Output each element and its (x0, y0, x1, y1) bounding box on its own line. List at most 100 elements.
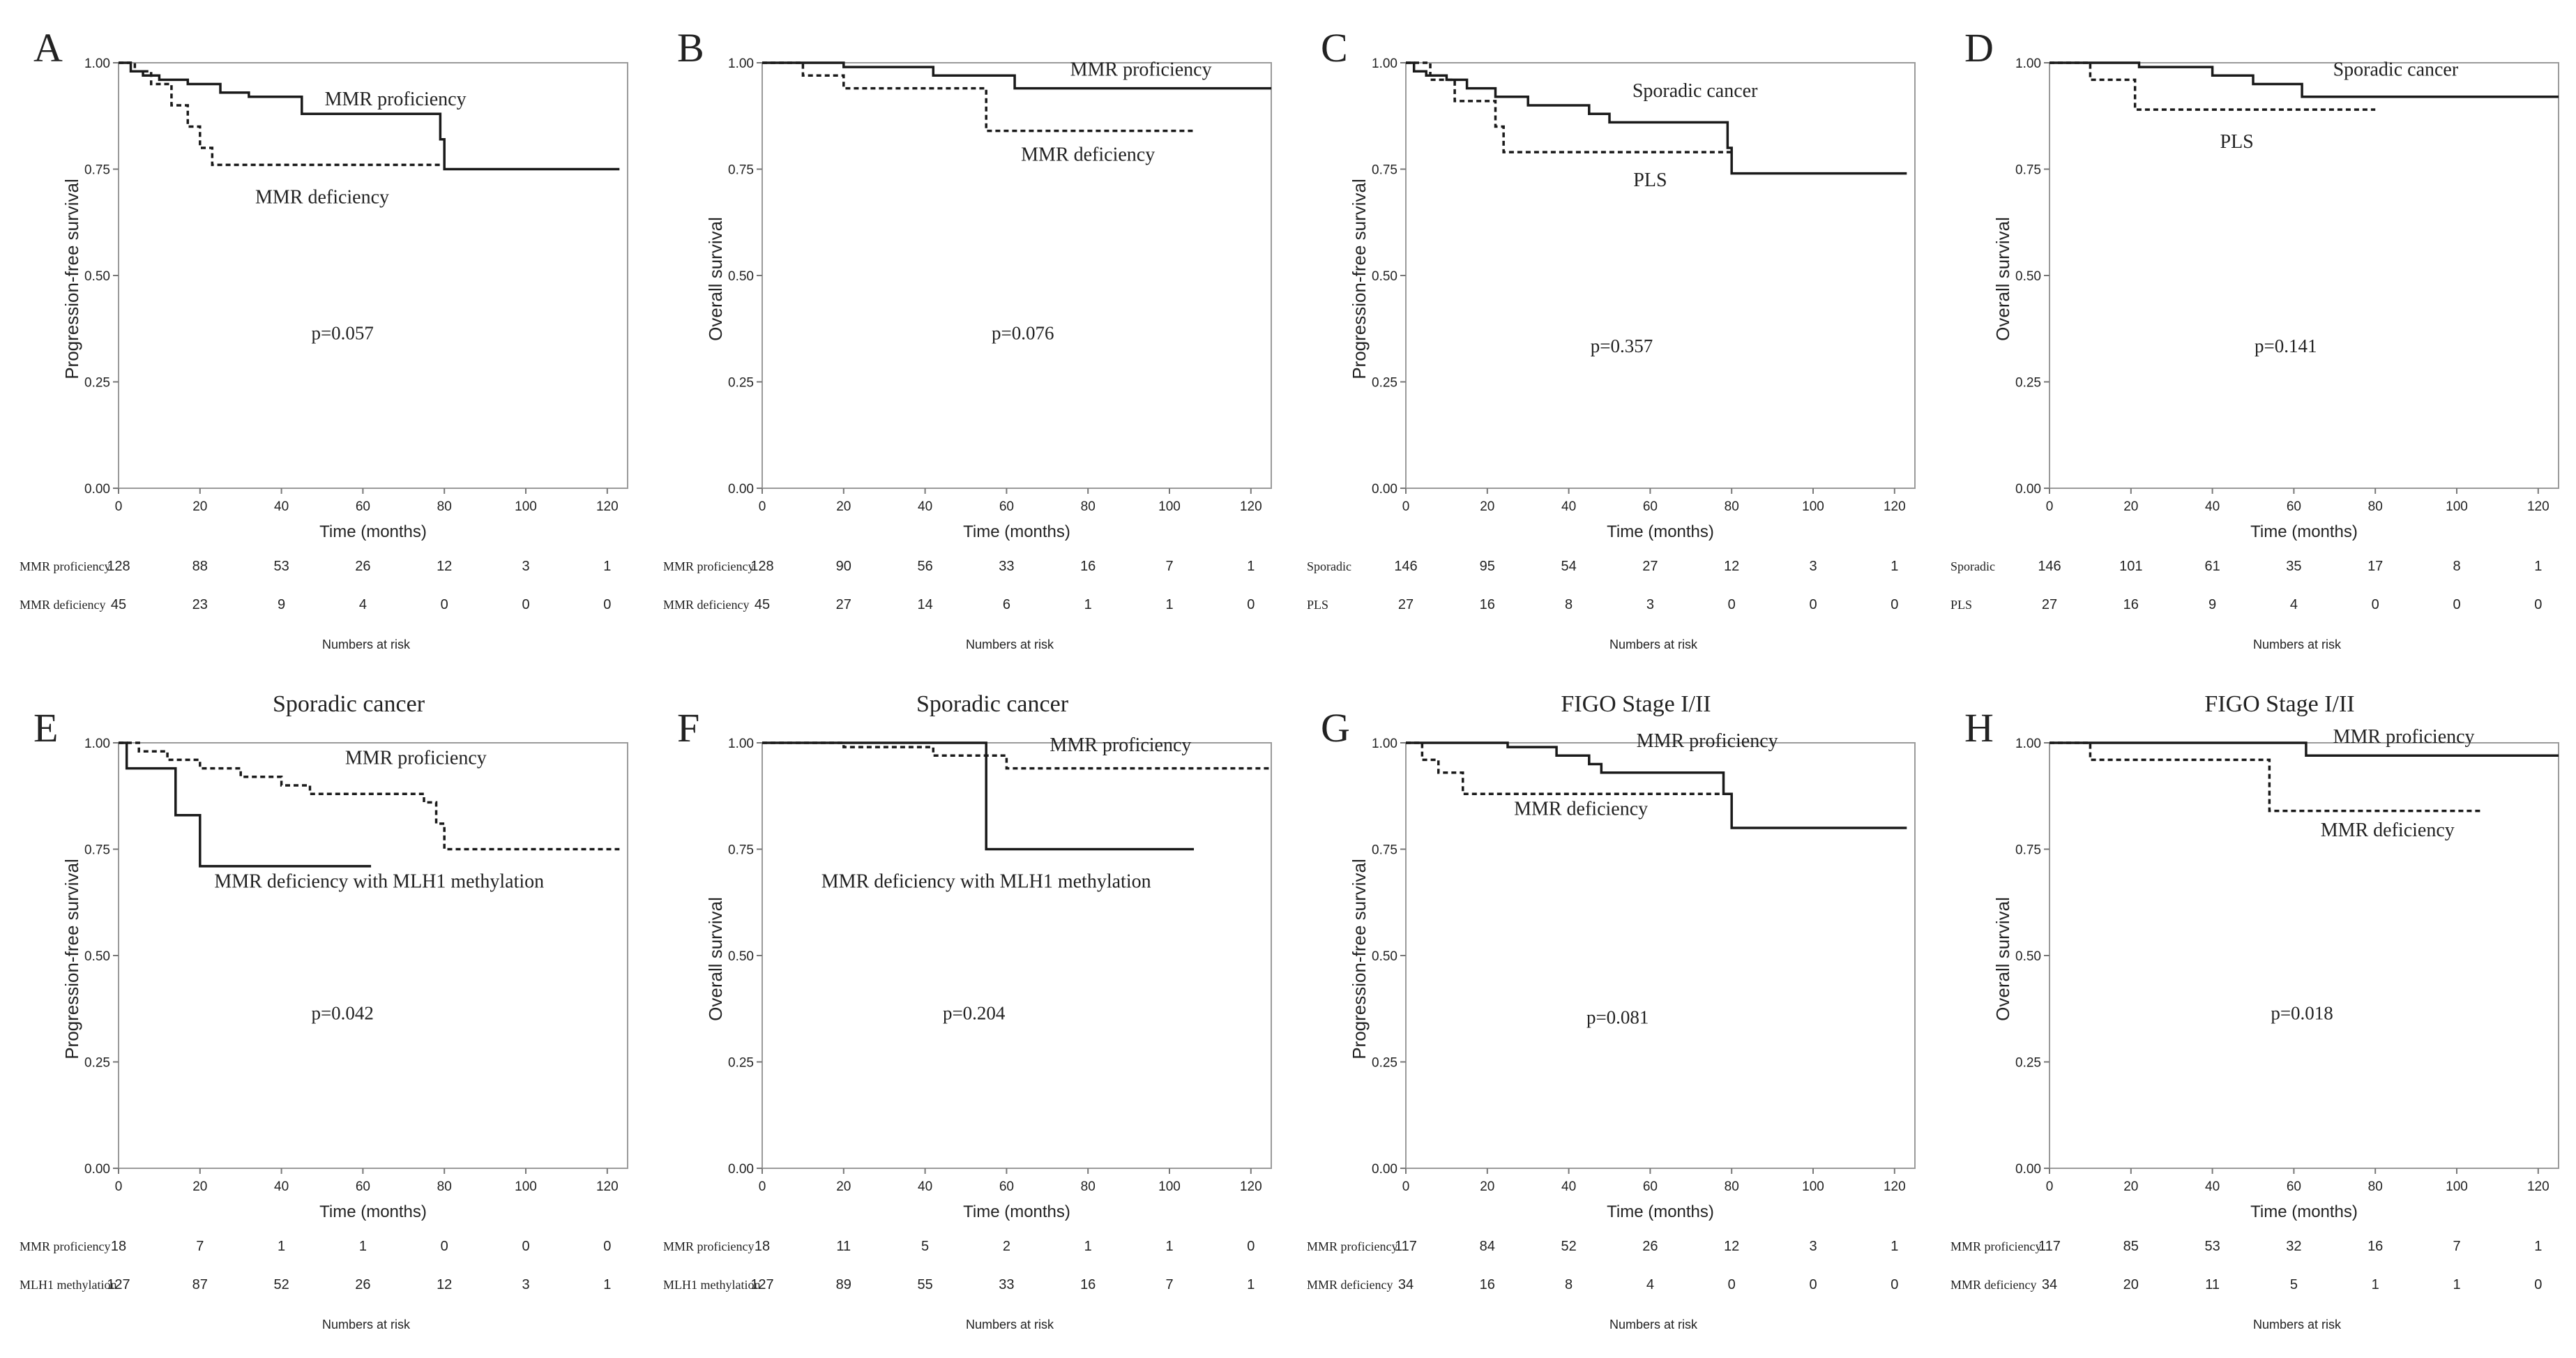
risk-count: 8 (1565, 1277, 1573, 1292)
risk-count: 1 (2453, 1277, 2460, 1292)
x-axis-label: Time (months) (1607, 1202, 1714, 1221)
survival-curve-1 (2050, 61, 2559, 98)
risk-count: 0 (441, 1239, 448, 1254)
x-tick-label: 120 (2527, 499, 2550, 514)
risk-count: 1 (359, 1239, 367, 1254)
x-tick-label: 80 (2368, 1179, 2383, 1194)
risk-count: 52 (1561, 1239, 1576, 1254)
y-tick-label: 0.50 (84, 949, 110, 964)
risk-count: 0 (2534, 597, 2542, 612)
plot-frame (1405, 62, 1916, 489)
x-tick-label: 80 (437, 499, 452, 514)
x-tick-label: 120 (1240, 1179, 1262, 1194)
plot-frame (762, 742, 1272, 1169)
x-tick-label: 60 (356, 499, 370, 514)
x-tick-label: 0 (115, 499, 123, 514)
x-tick-label: 20 (1480, 499, 1494, 514)
risk-count: 12 (1724, 559, 1739, 574)
risk-table-title: Numbers at risk (1609, 1318, 1698, 1331)
risk-count: 0 (1247, 1239, 1255, 1254)
x-tick-label: 120 (1884, 1179, 1906, 1194)
panel-letter: A (33, 25, 63, 70)
risk-count: 117 (2038, 1239, 2061, 1254)
x-tick-label: 0 (1402, 499, 1410, 514)
y-tick-label: 0.75 (84, 843, 110, 858)
risk-count: 0 (522, 1239, 529, 1254)
y-axis-label: Overall survival (1992, 217, 2013, 341)
x-tick-label: 100 (1158, 1179, 1181, 1194)
curve-label: MMR deficiency (255, 186, 389, 208)
risk-count: 128 (107, 559, 130, 574)
y-tick-label: 0.50 (2015, 269, 2041, 284)
risk-count: 26 (1642, 1239, 1658, 1254)
y-tick-label: 0.25 (2015, 376, 2041, 391)
risk-table-title: Numbers at risk (966, 637, 1054, 651)
panel-g: G FIGO Stage I/II 0.00 0.25 0.50 0.75 1.00 0 20 4… (1307, 691, 1916, 1331)
curve-label: MMR proficiency (1050, 734, 1191, 756)
y-tick-label: 0.50 (728, 269, 754, 284)
y-axis-label: Overall survival (705, 897, 726, 1021)
y-axis-label: Progression-free survival (1349, 859, 1370, 1059)
x-axis-label: Time (months) (2250, 522, 2358, 541)
risk-row-label: Sporadic (1307, 559, 1351, 573)
x-tick-label: 80 (437, 1179, 452, 1194)
risk-count: 6 (1003, 597, 1010, 612)
risk-count: 2 (1003, 1239, 1010, 1254)
curve-label: MMR proficiency (345, 748, 487, 769)
panel-title: FIGO Stage I/II (1561, 691, 1711, 717)
curve-label: PLS (1633, 169, 1667, 191)
x-tick-label: 40 (1561, 1179, 1576, 1194)
x-tick-label: 0 (115, 1179, 123, 1194)
x-axis-label: Time (months) (1607, 522, 1714, 541)
x-tick-label: 100 (2446, 499, 2468, 514)
risk-count: 127 (750, 1277, 773, 1292)
risk-count: 0 (603, 597, 611, 612)
p-value: p=0.204 (943, 1003, 1006, 1024)
y-tick-label: 0.75 (728, 163, 754, 178)
x-tick-label: 60 (2287, 1179, 2301, 1194)
risk-count: 95 (1480, 559, 1495, 574)
x-tick-label: 100 (2446, 1179, 2468, 1194)
risk-row-label: PLS (1950, 598, 1972, 612)
risk-count: 27 (2042, 597, 2057, 612)
y-tick-label: 0.50 (2015, 949, 2041, 964)
x-tick-label: 60 (999, 1179, 1014, 1194)
risk-count: 1 (1165, 1239, 1173, 1254)
risk-count: 88 (192, 559, 208, 574)
x-tick-label: 120 (1240, 499, 1262, 514)
risk-count: 12 (437, 1277, 452, 1292)
risk-count: 85 (2123, 1239, 2139, 1254)
risk-count: 26 (355, 1277, 370, 1292)
risk-count: 23 (192, 597, 208, 612)
risk-count: 5 (2290, 1277, 2298, 1292)
y-tick-label: 1.00 (84, 56, 110, 71)
survival-curve-2 (762, 741, 1195, 851)
risk-count: 17 (2367, 559, 2383, 574)
risk-count: 7 (196, 1239, 204, 1254)
panel-letter: F (677, 705, 699, 750)
risk-count: 1 (1891, 559, 1898, 574)
x-tick-label: 80 (1081, 499, 1096, 514)
x-tick-label: 40 (274, 1179, 289, 1194)
risk-count: 127 (107, 1277, 130, 1292)
x-tick-label: 60 (1643, 1179, 1658, 1194)
risk-count: 18 (111, 1239, 126, 1254)
survival-curve-2 (762, 61, 1195, 133)
risk-count: 4 (359, 597, 367, 612)
y-tick-label: 0.00 (2015, 482, 2041, 497)
curve-label: MMR proficiency (1070, 59, 1212, 80)
panel-b: B0.000.250.500.751.000 20 40 60 80 100 120Time… (663, 25, 1272, 651)
x-tick-label: 120 (1884, 499, 1906, 514)
x-tick-label: 80 (1081, 1179, 1096, 1194)
risk-count: 1 (2534, 559, 2542, 574)
panel-letter: E (33, 705, 58, 750)
y-tick-label: 1.00 (1372, 56, 1397, 71)
risk-count: 0 (2534, 1277, 2542, 1292)
x-tick-label: 100 (515, 1179, 537, 1194)
x-tick-label: 20 (836, 499, 851, 514)
x-tick-label: 40 (2205, 499, 2220, 514)
risk-count: 0 (1728, 1277, 1736, 1292)
risk-count: 0 (603, 1239, 611, 1254)
